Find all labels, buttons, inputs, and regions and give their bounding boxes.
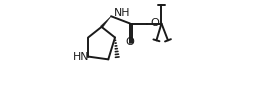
Text: HN: HN bbox=[73, 52, 89, 62]
Text: O: O bbox=[125, 37, 134, 47]
Text: NH: NH bbox=[114, 8, 130, 18]
Polygon shape bbox=[101, 16, 111, 28]
Text: O: O bbox=[151, 18, 160, 28]
